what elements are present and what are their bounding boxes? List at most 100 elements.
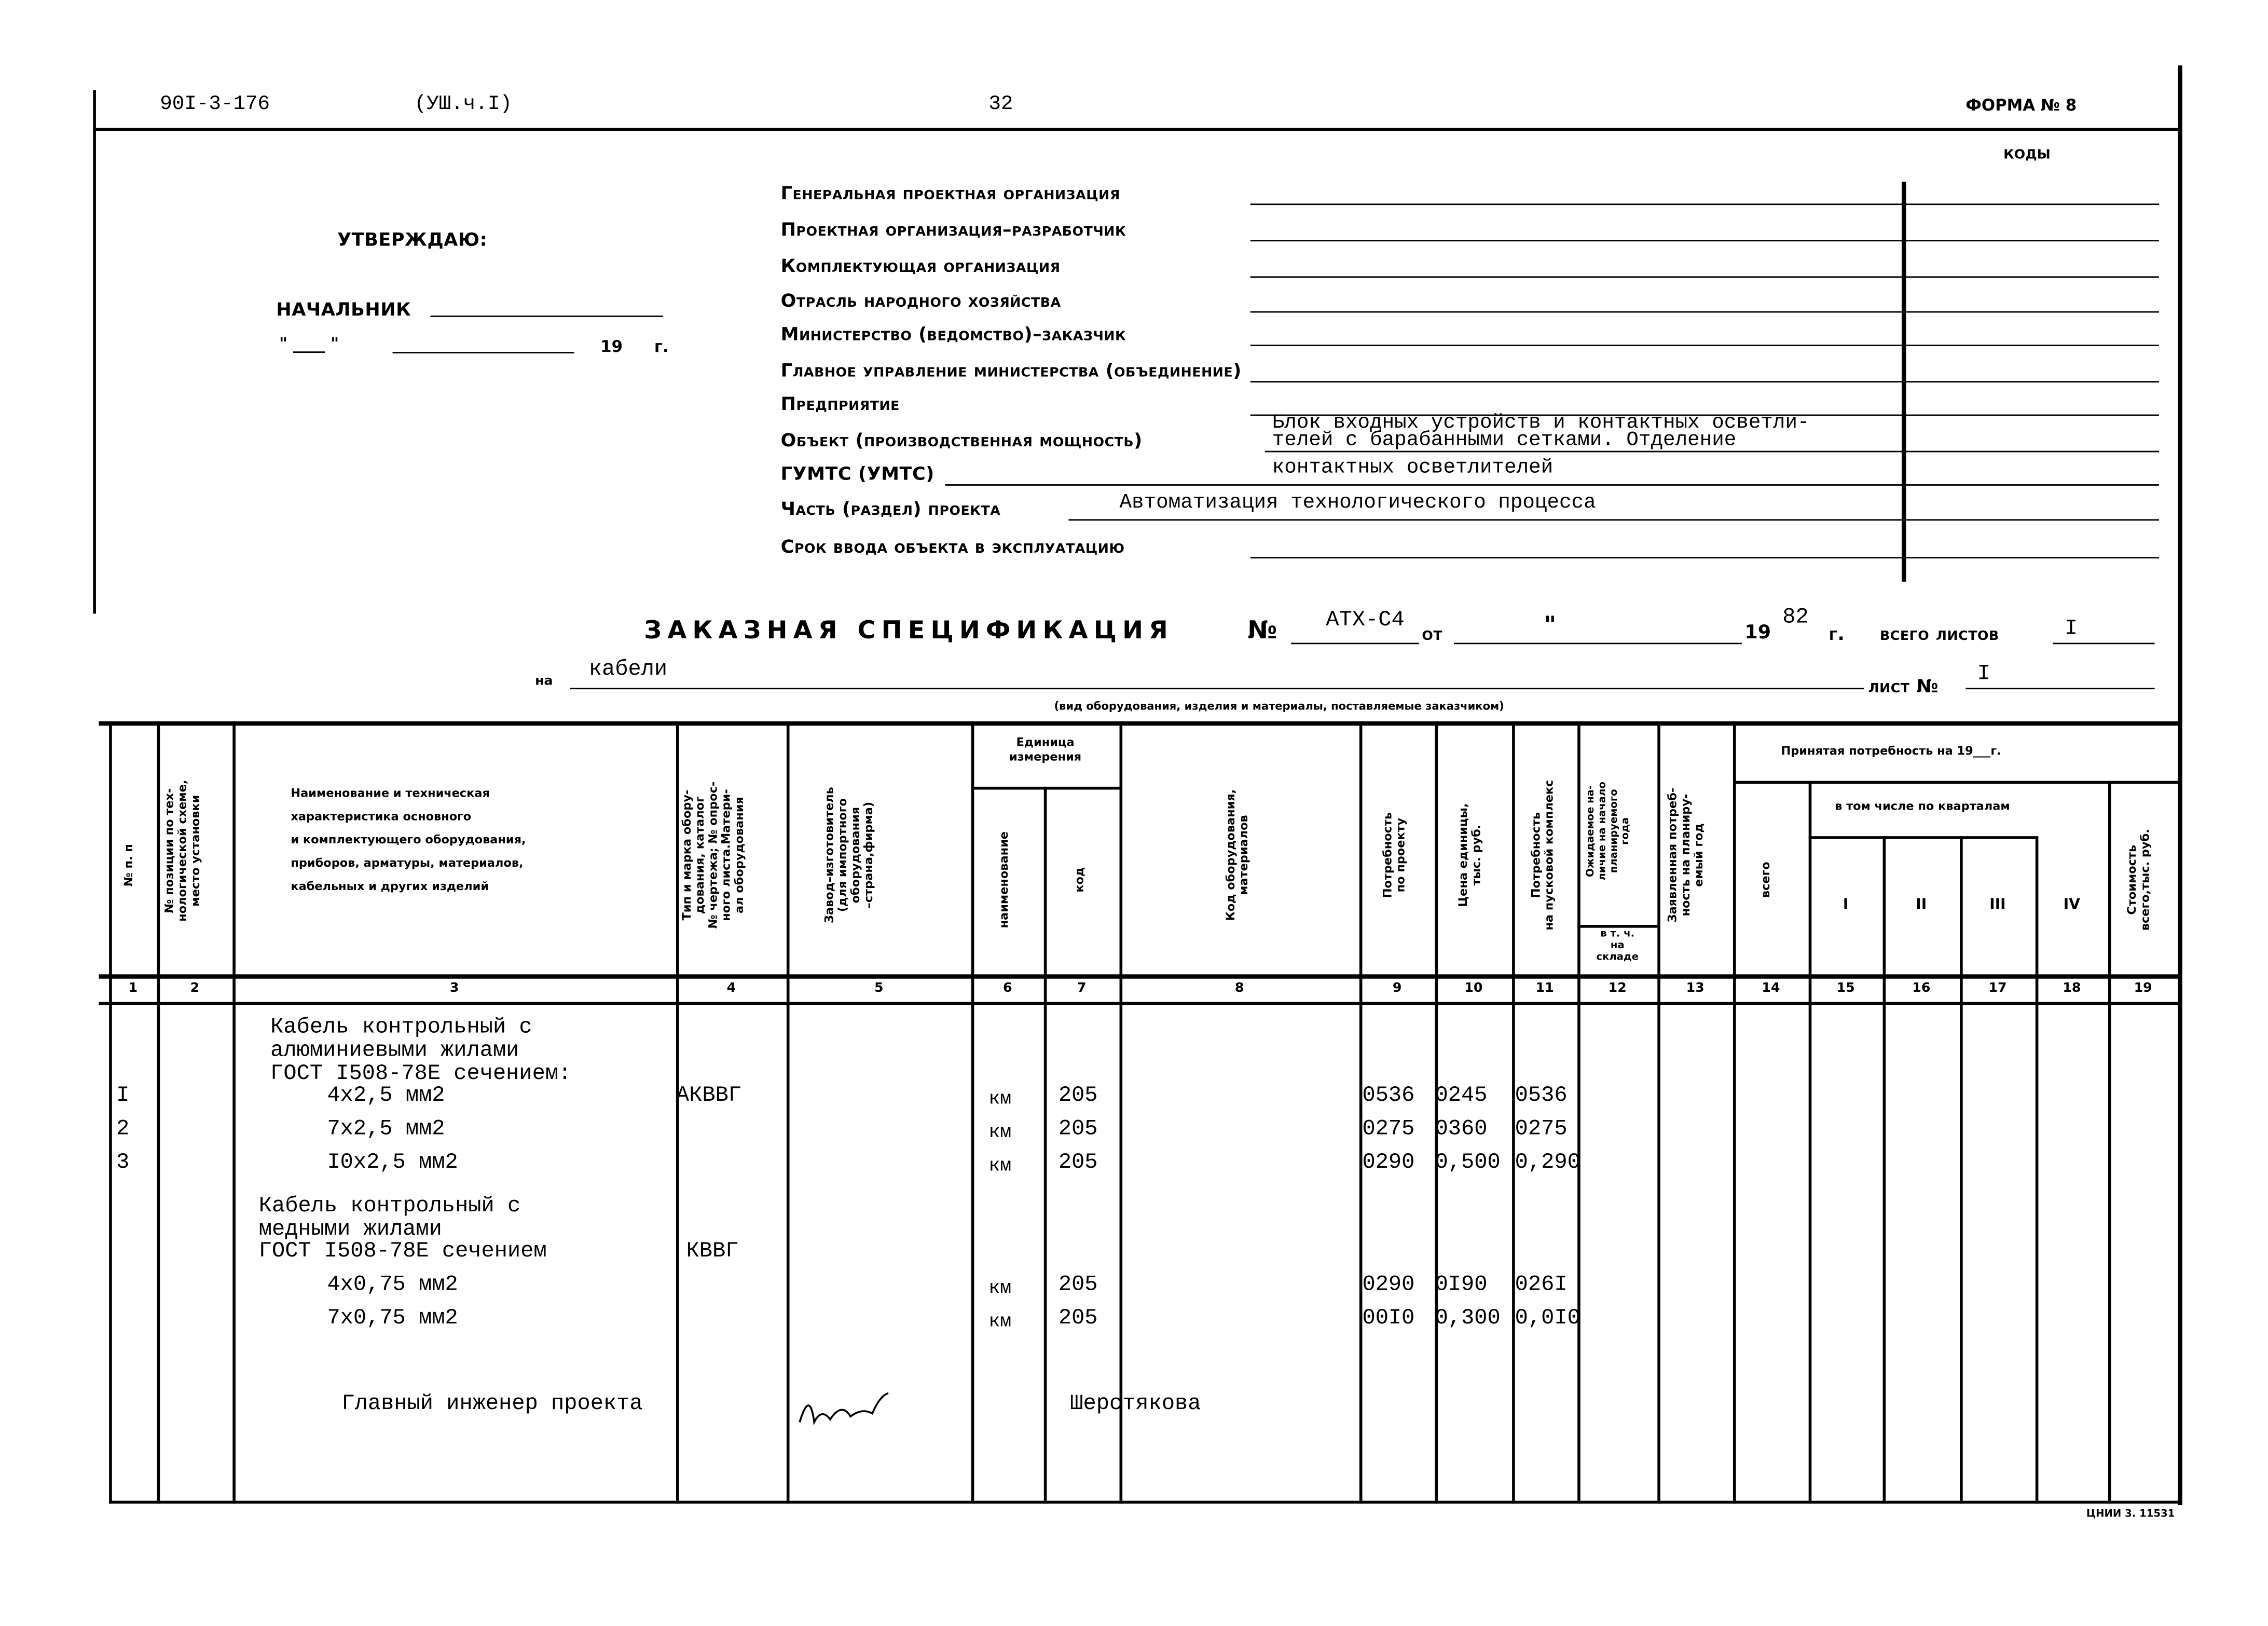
col-13-header: Заявленная потреб- ность на планиру- емы… <box>1666 787 1706 923</box>
unit-name: км <box>988 1277 1012 1299</box>
codes-divider <box>1902 182 1906 582</box>
chief-engineer-role: Главный инженер проекта <box>341 1391 643 1417</box>
column-divider <box>1043 786 1047 1504</box>
equipment-caption: (вид оборудования, изделия и материалы, … <box>1054 699 1504 713</box>
total-sheets: I <box>2064 617 2078 641</box>
date-line <box>392 352 574 353</box>
need-by-project: 00I0 <box>1362 1306 1415 1331</box>
unit-code: 205 <box>1058 1272 1098 1297</box>
field-label: Предприятие <box>780 392 900 415</box>
chief-line <box>430 316 663 317</box>
field-value: Автоматизация технологического процесса <box>1119 491 1596 515</box>
item-name: 7х2,5 мм2 <box>327 1116 445 1142</box>
column-divider <box>1733 721 1736 1504</box>
field-line <box>1250 381 2159 382</box>
header-bottom <box>99 974 2181 978</box>
column-divider <box>1512 721 1515 1504</box>
need-by-project: 0290 <box>1362 1150 1415 1176</box>
col-12-stock: в т. ч. на складе <box>1596 927 1639 963</box>
field-line <box>945 484 2159 486</box>
sheet-number: I <box>1977 661 1990 687</box>
item-group-title: Кабель контрольный с <box>270 1015 532 1040</box>
chief-label: НАЧАЛЬНИК <box>276 298 411 320</box>
column-number: 19 <box>2134 981 2152 996</box>
sheet-line <box>1965 688 2155 690</box>
col-12-header: Ожидаемое на- личие на начало планируемо… <box>1585 782 1631 881</box>
total-sheets-label: всего листов <box>1879 622 1999 645</box>
column-number: 12 <box>1608 981 1627 996</box>
frame-left <box>93 90 96 614</box>
item-type: АКВВГ <box>676 1083 742 1109</box>
col-18-header: IV <box>2063 897 2080 913</box>
column-divider <box>971 721 974 1504</box>
codes-label: КОДЫ <box>2003 148 2051 163</box>
spec-from: от <box>1422 622 1443 645</box>
column-number: 15 <box>1836 981 1855 996</box>
c12-divider <box>1577 925 1658 927</box>
col-1-header: № п. п <box>122 844 135 887</box>
column-divider <box>1960 836 1963 1504</box>
field-line <box>1250 557 2159 558</box>
column-divider <box>109 721 112 1504</box>
unit-name: км <box>988 1310 1012 1332</box>
item-type: КВВГ <box>686 1239 739 1264</box>
doc-part: (УШ.ч.I) <box>414 93 512 117</box>
row-number: 3 <box>116 1150 130 1176</box>
field-label: Отрасль народного хозяйства <box>780 289 1061 311</box>
page-number: 32 <box>988 93 1013 117</box>
unit-code: 205 <box>1058 1083 1098 1109</box>
column-number: 5 <box>874 981 884 996</box>
column-divider <box>1359 721 1362 1504</box>
signature-image <box>799 1392 889 1426</box>
column-divider <box>232 721 236 1504</box>
column-number: 1 <box>128 981 138 996</box>
unit-price: 0,500 <box>1435 1150 1501 1176</box>
spec-date-line <box>1454 643 1742 645</box>
quarters-divider <box>1808 836 2036 839</box>
column-number: 16 <box>1912 981 1931 996</box>
row-number: I <box>116 1083 130 1109</box>
unit-header: Единица измерения <box>1009 735 1082 764</box>
accepted-header: Принятая потребность на 19___г. <box>1781 744 2001 758</box>
form-number: ФОРМА № 8 <box>1965 95 2077 115</box>
col-19-header: Стоимость всего,тыс. руб. <box>2125 829 2152 931</box>
quarters-header: в том числе по кварталам <box>1835 800 2010 813</box>
field-line <box>1250 240 2159 242</box>
column-number: 6 <box>1002 981 1012 996</box>
unit-name: км <box>988 1121 1012 1143</box>
item-group-title: алюминиевыми жилами <box>270 1038 519 1063</box>
sheet-label: лист № <box>1868 675 1939 697</box>
year-label: 19 <box>600 337 623 357</box>
field-label: Министерство (ведомство)–заказчик <box>780 323 1126 345</box>
col-17-header: III <box>1989 897 2006 913</box>
col-15-header: I <box>1843 897 1849 913</box>
column-divider <box>2035 836 2038 1504</box>
on-label: на <box>535 675 553 690</box>
total-line <box>2053 643 2155 645</box>
need-launch: 026I <box>1515 1272 1568 1297</box>
item-group-title: ГОСТ I508-78Е сечением: <box>270 1061 572 1087</box>
unit-name: км <box>988 1087 1012 1110</box>
unit-price: 0360 <box>1435 1116 1488 1142</box>
year-suffix: г. <box>654 337 669 357</box>
col-6-header: наименование <box>997 831 1011 928</box>
spec-year-suffix: г. <box>1829 622 1845 645</box>
column-divider <box>1119 721 1122 1504</box>
field-label: Срок ввода объекта в эксплуатацию <box>780 535 1125 557</box>
field-label: Комплектующая организация <box>780 254 1061 277</box>
unit-code: 205 <box>1058 1150 1098 1176</box>
field-label: Объект (производственная мощность) <box>780 429 1143 451</box>
col-4-header: Тип и марка обору- дования, каталог № че… <box>680 781 746 929</box>
field-line <box>1264 450 2159 453</box>
col-7-header: код <box>1073 867 1087 893</box>
column-number: 18 <box>2063 981 2081 996</box>
table-top <box>99 721 2181 725</box>
unit-name: км <box>988 1154 1012 1177</box>
unit-price: 0,300 <box>1435 1306 1501 1331</box>
date-prefix: " ____ " <box>279 334 339 353</box>
table-bottom <box>109 1500 2181 1504</box>
need-launch: 0,290 <box>1515 1150 1580 1176</box>
numbers-bottom <box>99 1002 2181 1005</box>
column-divider <box>2108 781 2111 1504</box>
